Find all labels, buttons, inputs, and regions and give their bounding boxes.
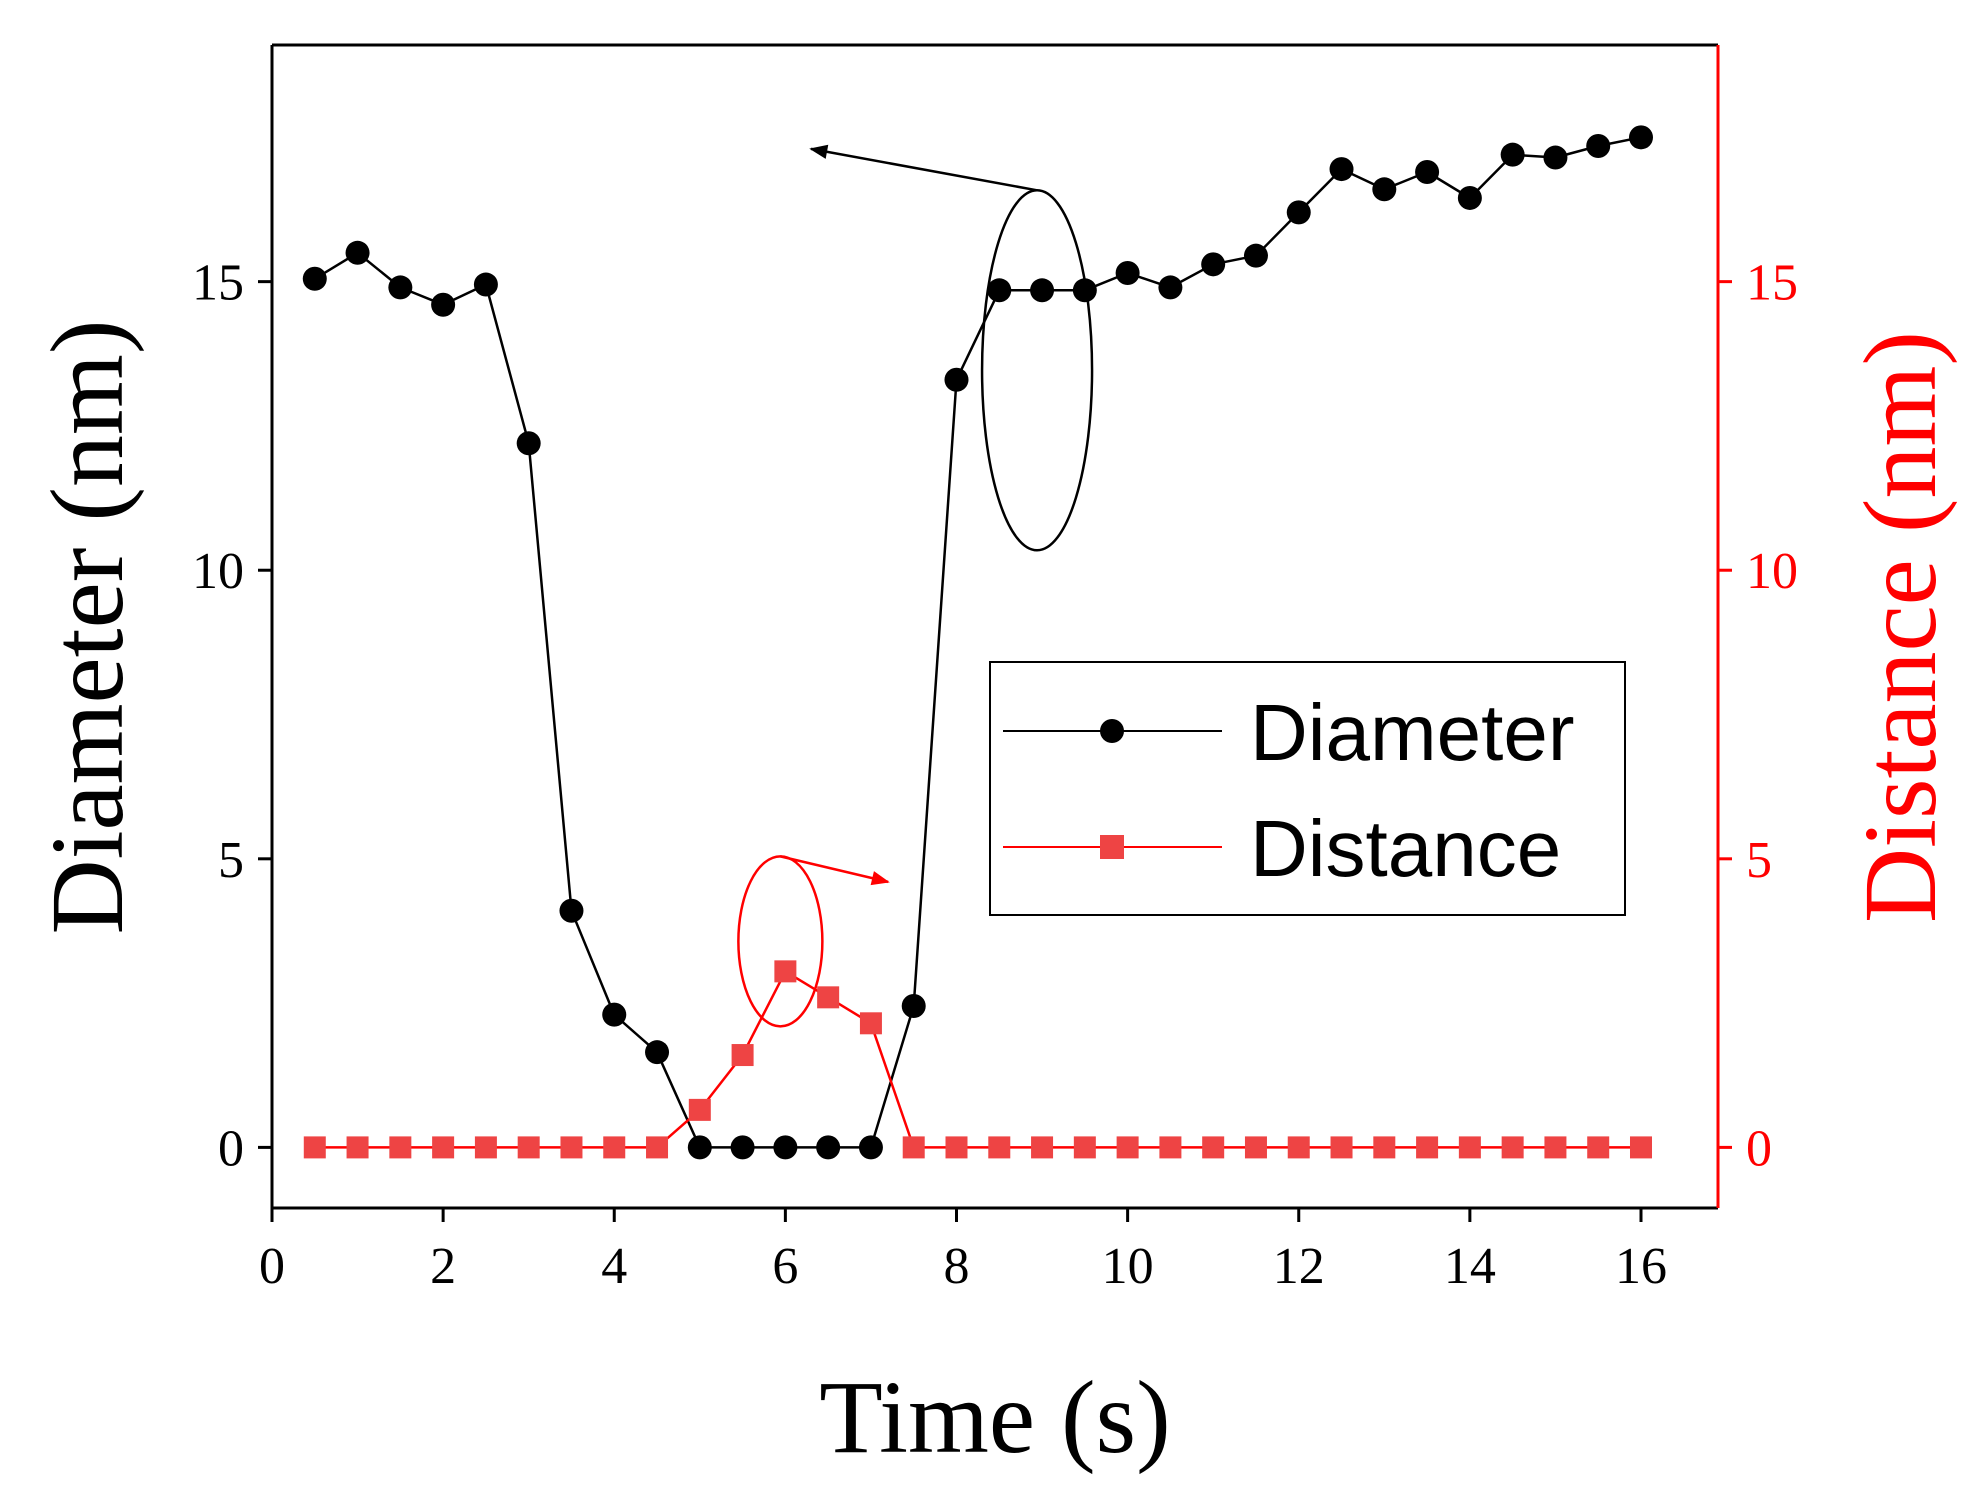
y2-tick-label: 15	[1746, 255, 1798, 312]
data-point-distance	[859, 1012, 882, 1035]
y2-axis-title: Distance (nm)	[1843, 331, 1958, 923]
data-point-distance	[817, 986, 840, 1009]
data-point-diameter	[1628, 125, 1653, 150]
data-point-diameter	[1372, 177, 1397, 202]
data-point-diameter	[302, 266, 327, 291]
y-axis-title: Diameter (nm)	[30, 319, 145, 934]
data-point-diameter	[1030, 278, 1055, 303]
y-tick-label: 5	[218, 832, 244, 889]
data-point-diameter	[645, 1040, 670, 1065]
legend-box	[989, 661, 1626, 916]
data-point-distance	[1501, 1136, 1524, 1159]
data-point-distance	[1373, 1136, 1396, 1159]
data-point-diameter	[944, 367, 969, 392]
data-point-distance	[603, 1136, 626, 1159]
data-point-distance	[1287, 1136, 1310, 1159]
y2-tick-label: 0	[1746, 1120, 1772, 1177]
data-point-diameter	[1286, 200, 1311, 225]
data-point-diameter	[473, 272, 498, 297]
data-point-distance	[1330, 1136, 1353, 1159]
data-point-distance	[1073, 1136, 1096, 1159]
data-point-diameter	[1415, 159, 1440, 184]
data-point-distance	[517, 1136, 540, 1159]
data-point-diameter	[1201, 252, 1226, 277]
data-point-distance	[646, 1136, 669, 1159]
data-point-diameter	[1457, 185, 1482, 210]
data-point-distance	[1031, 1136, 1054, 1159]
series-markers	[302, 125, 1653, 1160]
data-point-distance	[560, 1136, 583, 1159]
data-point-diameter	[1115, 260, 1140, 285]
y2-ticks: 0 5 10 15	[1718, 255, 1798, 1177]
data-point-diameter	[987, 278, 1012, 303]
data-point-diameter	[1243, 243, 1268, 268]
data-point-diameter	[516, 431, 541, 456]
legend-marker-diameter	[1100, 719, 1124, 743]
data-point-diameter	[773, 1135, 798, 1160]
data-point-distance	[688, 1098, 711, 1121]
data-point-distance	[1116, 1136, 1139, 1159]
data-point-diameter	[730, 1135, 755, 1160]
annotation-arrow-diameter	[809, 144, 1038, 192]
data-point-diameter	[1500, 142, 1525, 167]
data-point-distance	[902, 1136, 925, 1159]
data-point-distance	[1244, 1136, 1267, 1159]
data-point-distance	[346, 1136, 369, 1159]
data-point-distance	[1458, 1136, 1481, 1159]
annotations	[737, 144, 1094, 1028]
legend-marker-distance	[1100, 835, 1124, 859]
x-tick-label: 2	[430, 1238, 456, 1295]
y-ticks: 0 5 10 15	[192, 255, 272, 1177]
data-point-diameter	[687, 1135, 712, 1160]
data-point-diameter	[602, 1002, 627, 1027]
data-point-distance	[389, 1136, 412, 1159]
data-point-diameter	[1158, 275, 1183, 300]
data-point-distance	[774, 960, 797, 983]
x-tick-label: 10	[1102, 1238, 1154, 1295]
x-tick-label: 0	[259, 1238, 285, 1295]
data-point-distance	[945, 1136, 968, 1159]
x-tick-label: 12	[1273, 1238, 1325, 1295]
y-tick-label: 0	[218, 1120, 244, 1177]
data-point-diameter	[431, 292, 456, 317]
y2-tick-label: 10	[1746, 543, 1798, 600]
y-tick-label: 10	[192, 543, 244, 600]
x-tick-label: 8	[943, 1238, 969, 1295]
x-tick-label: 6	[772, 1238, 798, 1295]
annotation-arrow-distance	[780, 855, 890, 886]
data-point-distance	[1629, 1136, 1652, 1159]
data-point-diameter	[1072, 278, 1097, 303]
y-tick-label: 15	[192, 255, 244, 312]
data-point-diameter	[816, 1135, 841, 1160]
data-point-distance	[731, 1044, 754, 1067]
legend-label-distance: Distance	[1250, 804, 1561, 893]
data-point-diameter	[858, 1135, 883, 1160]
data-point-diameter	[1543, 145, 1568, 170]
data-point-distance	[1544, 1136, 1567, 1159]
data-point-diameter	[1329, 157, 1354, 182]
legend-label-diameter: Diameter	[1250, 688, 1575, 777]
data-point-distance	[1587, 1136, 1610, 1159]
data-point-diameter	[1586, 134, 1611, 159]
data-point-diameter	[559, 898, 584, 923]
data-point-distance	[1202, 1136, 1225, 1159]
data-point-distance	[303, 1136, 326, 1159]
x-axis-title: Time (s)	[819, 1360, 1171, 1475]
data-point-distance	[988, 1136, 1011, 1159]
data-point-distance	[474, 1136, 497, 1159]
data-point-diameter	[345, 240, 370, 265]
x-ticks: 0 2 4 6 8 10 12 14 16	[259, 1208, 1667, 1295]
x-tick-label: 14	[1444, 1238, 1496, 1295]
data-point-diameter	[388, 275, 413, 300]
y2-tick-label: 5	[1746, 832, 1772, 889]
x-tick-label: 4	[601, 1238, 627, 1295]
data-point-distance	[1416, 1136, 1439, 1159]
data-point-distance	[432, 1136, 455, 1159]
x-tick-label: 16	[1615, 1238, 1667, 1295]
data-point-diameter	[901, 993, 926, 1018]
data-point-distance	[1159, 1136, 1182, 1159]
legend: Diameter Distance	[989, 661, 1626, 916]
